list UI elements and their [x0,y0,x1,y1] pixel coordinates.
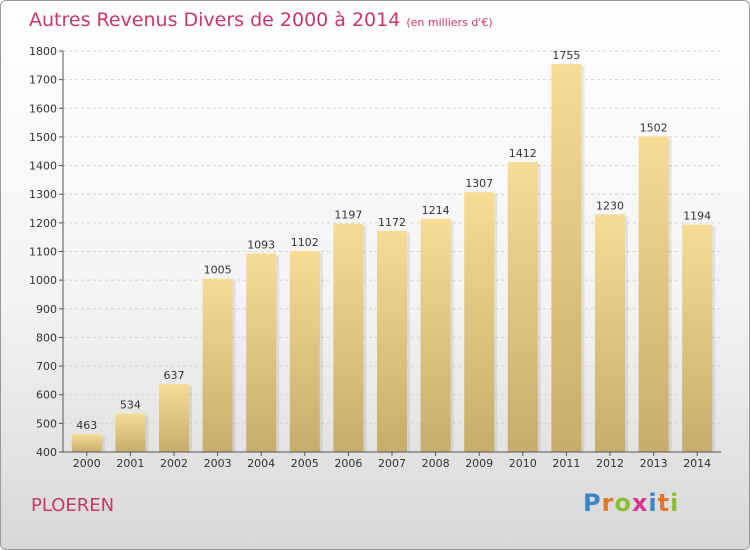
x-tick-label-2008: 2008 [422,457,450,470]
data-label-2011: 1755 [552,49,580,62]
x-tick-label-2004: 2004 [247,457,275,470]
title-unit: (en milliers d'€) [406,16,493,29]
x-tick-label-2011: 2011 [552,457,580,470]
data-label-2006: 1197 [334,209,362,222]
place-name: PLOEREN [31,495,115,516]
x-tick-label-2014: 2014 [683,457,711,470]
bar-2002 [159,384,189,452]
x-tick-label-2000: 2000 [73,457,101,470]
bar-2006 [333,223,364,452]
data-label-2000: 463 [76,419,97,432]
data-label-2008: 1214 [422,204,450,217]
data-label-2001: 534 [120,399,141,412]
bar-2007 [377,230,407,452]
bar-2005 [289,250,320,452]
data-label-2002: 637 [164,369,185,382]
x-tick-label-2007: 2007 [378,457,406,470]
x-tick-label-2006: 2006 [334,457,362,470]
y-tick-label: 500 [36,417,57,430]
bar-2004 [246,253,277,452]
logo-letter: x [631,489,649,517]
bar-2013 [638,136,669,452]
data-label-2007: 1172 [378,216,406,229]
y-tick-label: 900 [36,303,57,316]
bar-2008 [420,218,451,452]
bar-2012 [595,214,625,452]
x-tick-label-2009: 2009 [465,457,493,470]
y-tick-label: 1600 [29,102,57,115]
y-tick-label: 600 [36,389,57,402]
logo-letter: P [583,489,602,517]
y-tick-label: 1700 [29,74,57,87]
bar-2010 [507,162,538,453]
proxiti-logo: Proxiti [583,489,679,517]
bar-chart: 463 534 637 1005 1093 1102 1197 1172 1214 1307 141… [29,45,721,470]
data-label-2012: 1230 [596,199,624,212]
x-tick-label-2002: 2002 [160,457,188,470]
y-tick-label: 1000 [29,274,57,287]
bar-2000 [71,433,102,452]
x-tick-label-2003: 2003 [204,457,232,470]
data-label-2013: 1502 [640,121,668,134]
bar-2001 [115,413,146,452]
y-tick-label: 800 [36,331,57,344]
logo-letter: r [601,489,615,517]
y-tick-label: 1300 [29,188,57,201]
data-label-2005: 1102 [291,236,319,249]
y-tick-label: 700 [36,360,57,373]
data-label-2009: 1307 [465,177,493,190]
x-tick-label-2001: 2001 [116,457,144,470]
chart-title: Autres Revenus Divers de 2000 à 2014 (en … [29,9,493,31]
logo-letter: i [670,489,680,517]
logo-letter: i [648,489,658,517]
x-tick-label-2010: 2010 [509,457,537,470]
title-main: Autres Revenus Divers de 2000 à 2014 [29,9,401,31]
data-label-2010: 1412 [509,147,537,160]
x-tick-label-2013: 2013 [640,457,668,470]
y-tick-label: 1200 [29,217,57,230]
data-label-2003: 1005 [204,264,232,277]
y-tick-label: 1100 [29,246,57,259]
data-label-2014: 1194 [683,210,711,223]
y-tick-label: 1500 [29,131,57,144]
y-tick-label: 1400 [29,160,57,173]
logo-letter: o [614,489,632,517]
data-label-2004: 1093 [247,239,275,252]
bar-2011 [551,63,582,453]
bar-2014 [682,224,713,452]
logo-letter: t [657,489,671,517]
x-tick-label-2005: 2005 [291,457,319,470]
y-tick-label: 1800 [29,45,57,58]
bar-2009 [464,192,495,452]
bar-2003 [202,278,233,452]
y-tick-label: 400 [36,446,57,459]
x-tick-label-2012: 2012 [596,457,624,470]
